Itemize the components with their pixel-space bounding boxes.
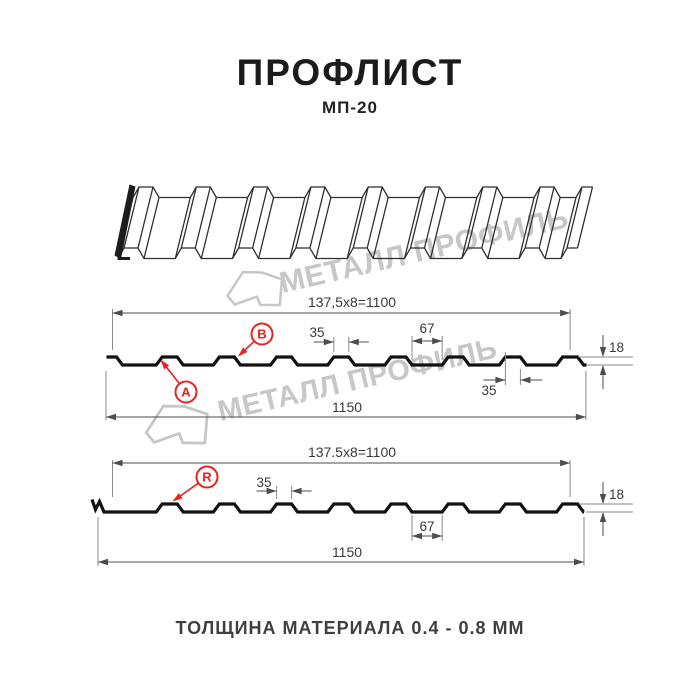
dimension-label: 1150 — [332, 399, 362, 415]
dim-arrowhead — [560, 459, 571, 467]
rib-crest-edge — [481, 186, 498, 249]
dim-arrowhead — [599, 347, 607, 357]
marker-circle — [195, 465, 219, 489]
dimension-label: 18 — [609, 487, 624, 502]
marker-label: A — [181, 385, 191, 400]
dim-arrowhead — [98, 558, 108, 566]
rib-crest-edge — [538, 186, 555, 249]
dimension-label: 137.5x8=1100 — [308, 444, 396, 460]
metal-profil-logo-outline — [144, 404, 209, 445]
rib-edge — [174, 197, 191, 259]
rib-crest-edge — [423, 186, 441, 249]
dimension-label: 35 — [481, 383, 496, 398]
dimension-label: 67 — [419, 321, 434, 336]
dim-arrowhead — [160, 359, 170, 370]
dim-arrowhead — [291, 487, 302, 495]
rib-crest-edge — [137, 186, 154, 249]
sheet-right-edge — [576, 186, 594, 249]
dim-arrowhead — [432, 337, 443, 345]
rib-crest-edge — [467, 186, 484, 249]
dim-arrowhead — [106, 413, 116, 421]
rib-edge — [544, 197, 561, 259]
rib-crest-edge — [524, 186, 541, 249]
marker-label: B — [257, 327, 266, 342]
sheet-back-edge — [131, 186, 593, 199]
dim-arrowhead — [112, 459, 123, 467]
rib-crest-edge — [566, 186, 583, 249]
dim-arrowhead — [412, 337, 422, 345]
profile-outline — [106, 355, 587, 367]
marker-label: R — [202, 470, 212, 485]
dim-arrowhead — [432, 532, 443, 540]
dimension-label: 137,5x8=1100 — [308, 294, 396, 310]
dimension-label: 67 — [419, 519, 434, 534]
dim-arrowhead — [348, 338, 359, 346]
dim-arrowhead — [599, 494, 607, 504]
dim-arrowhead — [599, 512, 607, 522]
dimension-label: 35 — [309, 325, 324, 340]
rib-crest-edge — [366, 186, 383, 249]
marker-circle — [174, 380, 198, 404]
rib-edge — [257, 197, 275, 259]
rib-crest-edge — [237, 186, 255, 249]
rib-edge — [461, 197, 478, 259]
sheet-3d-view — [114, 184, 594, 260]
rib-edge — [429, 197, 447, 259]
marker-circle — [250, 322, 274, 346]
dim-arrowhead — [495, 376, 506, 384]
dimension-label: 35 — [256, 475, 271, 490]
dim-arrowhead — [574, 558, 584, 566]
rib-edge — [403, 197, 421, 259]
dimension-label: 18 — [609, 340, 624, 355]
metal-profil-logo-icon — [226, 270, 284, 307]
rib-crest-edge — [123, 186, 140, 249]
dim-arrowhead — [172, 493, 183, 502]
rib-crest-edge — [309, 186, 326, 249]
rib-crest-edge — [251, 186, 269, 249]
rib-edge — [200, 197, 217, 259]
rib-edge — [315, 197, 332, 259]
dim-arrowhead — [112, 309, 123, 317]
rib-edge — [143, 197, 160, 259]
rib-crest-edge — [180, 186, 197, 249]
rib-crest-edge — [194, 186, 211, 249]
rib-crest-edge — [295, 186, 312, 249]
dim-arrowhead — [323, 338, 334, 346]
rib-edge — [289, 197, 306, 259]
rib-edge — [231, 197, 249, 259]
rib-edge — [518, 197, 535, 259]
dim-arrowhead — [520, 376, 531, 384]
profile-reverse-section: 137.5x8=1100 35 67 18 1150 R — [90, 444, 633, 566]
dim-arrowhead — [560, 309, 571, 317]
rib-edge — [560, 197, 577, 259]
sheet-left-cut-edge — [114, 184, 136, 259]
dim-arrowhead — [575, 413, 586, 421]
rib-edge — [487, 197, 504, 259]
dim-arrowhead — [266, 487, 277, 495]
dim-arrowhead — [599, 365, 607, 375]
rib-edge — [346, 197, 363, 259]
dim-arrowhead — [412, 532, 422, 540]
rib-edge — [372, 197, 389, 259]
dimension-label: 1150 — [332, 544, 362, 560]
rib-crest-edge — [409, 186, 427, 249]
metal-profil-logo-icon — [144, 404, 209, 445]
profile-front-section: 137,5x8=1100 35 67 35 18 1150 A B — [105, 294, 633, 421]
rib-crest-edge — [352, 186, 369, 249]
profile-outline — [90, 497, 585, 514]
metal-profil-logo-outline — [226, 270, 284, 307]
dim-arrowhead — [238, 347, 248, 357]
